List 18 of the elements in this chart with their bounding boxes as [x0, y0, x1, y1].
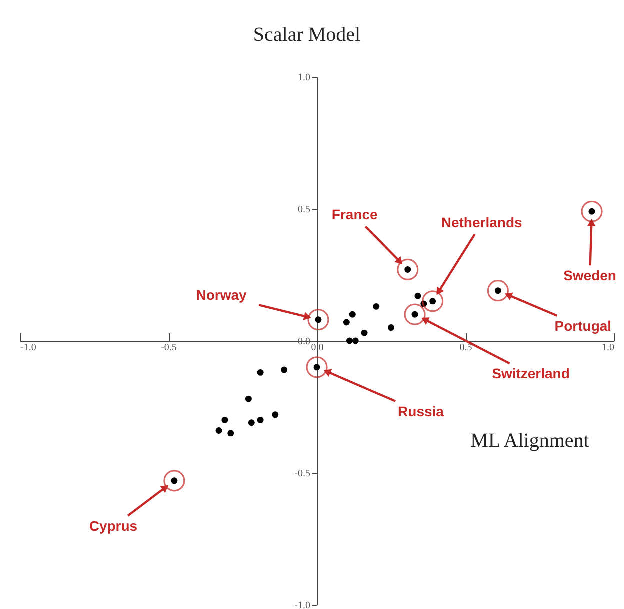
annotation: Norway [196, 286, 247, 303]
x-axis-title: ML Alignment [470, 430, 590, 452]
annotation: Sweden [564, 268, 616, 284]
x-tick-label: -1.0 [20, 342, 36, 354]
annotation: Cyprus [89, 518, 138, 534]
annotation: Russia [398, 403, 444, 420]
annotation: Switzerland [492, 366, 570, 382]
y-tick-label: 0.5 [298, 204, 310, 216]
annotation: Portugal [554, 318, 612, 334]
y-tick-label: -1.0 [294, 600, 310, 609]
y-axis-title: Scalar Model [253, 24, 362, 46]
y-tick-label: -0.5 [294, 468, 310, 480]
annotation: Netherlands [441, 214, 522, 230]
y-tick-label: 1.0 [298, 72, 310, 84]
x-tick-label: 1.0 [602, 342, 614, 354]
x-tick-label: 0.5 [460, 342, 472, 354]
annotation: France [332, 206, 378, 223]
x-tick-label: -0.5 [161, 342, 177, 354]
